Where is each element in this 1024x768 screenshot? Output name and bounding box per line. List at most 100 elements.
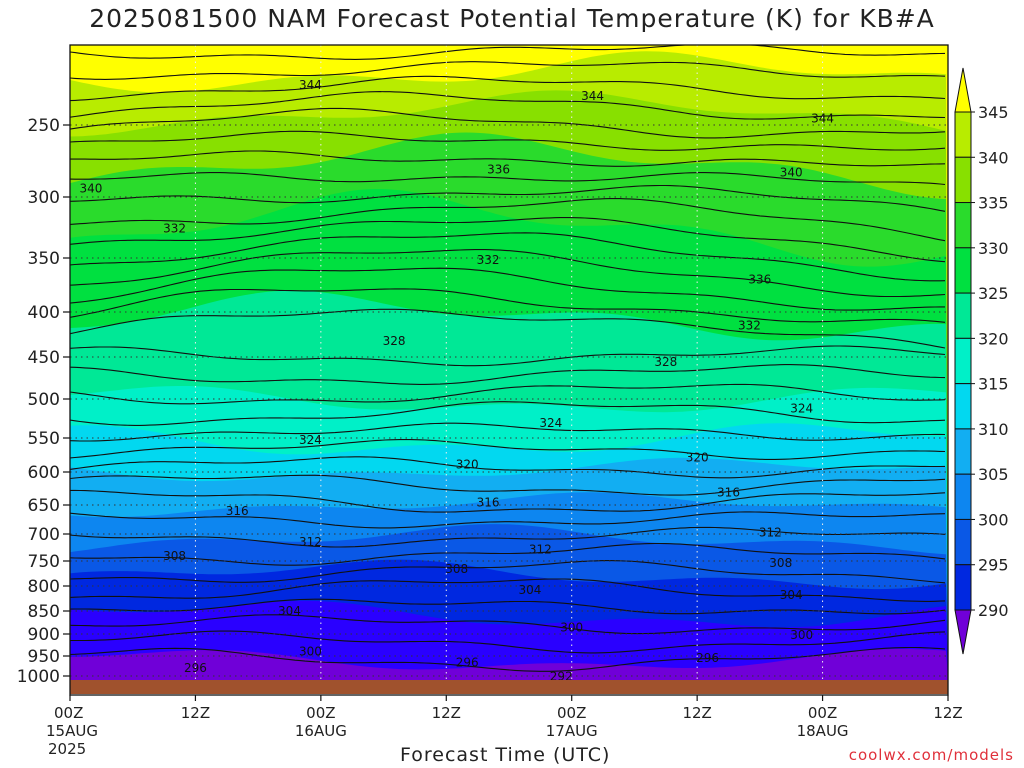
- source-credit: coolwx.com/models: [848, 746, 1014, 764]
- contour-label: 304: [780, 588, 803, 602]
- y-tick-label: 400: [28, 303, 60, 323]
- contour-label: 308: [445, 562, 468, 576]
- colorbar-bottom-arrow: [954, 609, 972, 655]
- colorbar-segment: [954, 111, 972, 158]
- plot-frame: [69, 44, 949, 696]
- contour-line: [70, 45, 946, 60]
- contour-label: 344: [299, 78, 322, 92]
- contour-labels: 344 344 344 340 340 336 336 332 332 332 328 328 324 3…: [79, 78, 834, 683]
- x-tick-label: 12Z: [432, 704, 461, 722]
- contour-line: [70, 526, 946, 548]
- contour-line: [70, 511, 946, 529]
- x-tick-label: 12Z: [933, 704, 962, 722]
- contour-line: [70, 249, 946, 298]
- colorbar-label: 325: [978, 284, 1009, 303]
- contour-label: 332: [163, 222, 186, 236]
- band-12: [70, 649, 948, 680]
- colorbar-top-arrow: [954, 67, 972, 113]
- y-tick-label: 350: [28, 249, 60, 269]
- contour-line: [70, 107, 946, 139]
- contour-label: 328: [383, 334, 406, 348]
- contour-line: [70, 560, 946, 584]
- colorbar-label: 345: [978, 103, 1009, 122]
- contour-label: 340: [780, 166, 803, 180]
- contour-label: 324: [539, 416, 562, 430]
- colorbar-segment: [954, 202, 972, 249]
- contour-label: 324: [299, 433, 322, 447]
- contour-label: 332: [738, 319, 761, 333]
- contour-line: [70, 646, 946, 672]
- colorbar-segment: [954, 518, 972, 566]
- contour-label: 300: [560, 621, 583, 635]
- contour-label: 324: [790, 401, 813, 415]
- chart-title: 2025081500 NAM Forecast Potential Temper…: [89, 4, 935, 33]
- x-tick-label: 12Z: [181, 704, 210, 722]
- colorbar-label: 335: [978, 194, 1009, 213]
- contour-line: [70, 383, 946, 405]
- contour-line: [70, 308, 946, 349]
- x-axis-title: Forecast Time (UTC): [400, 744, 611, 766]
- contour-line: [70, 61, 946, 80]
- contour-label: 304: [518, 583, 541, 597]
- contour-label: 300: [299, 645, 322, 659]
- colorbar-label: 310: [978, 420, 1009, 439]
- contour-line: [70, 288, 946, 323]
- y-axis: 250 300 350 400 450 500 550 600 650 700 750 800 850 9…: [17, 116, 70, 687]
- contour-label: 296: [456, 655, 479, 669]
- colorbar-segment: [954, 428, 972, 475]
- contour-label: 308: [163, 549, 186, 563]
- colorbar-segment: [954, 337, 972, 385]
- contour-label: 312: [529, 543, 552, 557]
- y-tick-label: 600: [28, 463, 60, 483]
- contour-line: [70, 184, 946, 212]
- contour-label: 308: [769, 556, 792, 570]
- y-tick-label: 900: [28, 625, 60, 645]
- x-tick-date: 15AUG: [46, 722, 98, 740]
- contour-line: [70, 232, 946, 282]
- contour-label: 332: [477, 253, 500, 267]
- contour-line: [70, 345, 946, 367]
- x-tick-year: 2025: [48, 740, 86, 758]
- contour-line: [70, 91, 946, 120]
- colorbar-segment: [954, 564, 972, 611]
- contour-line: [70, 474, 946, 496]
- contour-line: [70, 578, 946, 602]
- contour-line: [70, 598, 946, 615]
- x-tick-label: 12Z: [682, 704, 711, 722]
- contour-label: 336: [487, 163, 510, 177]
- contour-label: 300: [790, 628, 813, 642]
- contour-label: 316: [477, 495, 500, 509]
- grid-lines: [70, 45, 948, 680]
- y-tick-label: 750: [28, 552, 60, 572]
- x-tick-date: 17AUG: [546, 722, 598, 740]
- contour-line: [70, 630, 946, 654]
- ground-surface: [70, 680, 948, 694]
- contour-line: [70, 172, 946, 186]
- y-tick-label: 450: [28, 348, 60, 368]
- x-tick-date: 18AUG: [797, 722, 849, 740]
- colorbar-label: 300: [978, 510, 1009, 529]
- contour-label: 304: [278, 604, 301, 618]
- y-tick-label: 500: [28, 390, 60, 410]
- contour-label: 340: [79, 181, 102, 195]
- y-tick-label: 950: [28, 647, 60, 667]
- colorbar-segment: [954, 383, 972, 430]
- contour-label: 316: [717, 485, 740, 499]
- colorbar-label: 290: [978, 601, 1009, 620]
- x-tick-date: 16AUG: [295, 722, 347, 740]
- y-tick-label: 250: [28, 116, 60, 136]
- contour-line: [70, 489, 946, 513]
- contour-line: [70, 542, 946, 566]
- contour-line: [70, 150, 946, 167]
- contour-label: 320: [456, 458, 479, 472]
- contour-label: 296: [696, 651, 719, 665]
- colorbar-label: 340: [978, 148, 1009, 167]
- contour-label: 328: [654, 355, 677, 369]
- contour-line: [70, 75, 946, 102]
- x-tick-label: 00Z: [306, 704, 335, 722]
- contour-line: [70, 614, 946, 635]
- contour-label: 320: [686, 451, 709, 465]
- x-tick-label: 00Z: [557, 704, 586, 722]
